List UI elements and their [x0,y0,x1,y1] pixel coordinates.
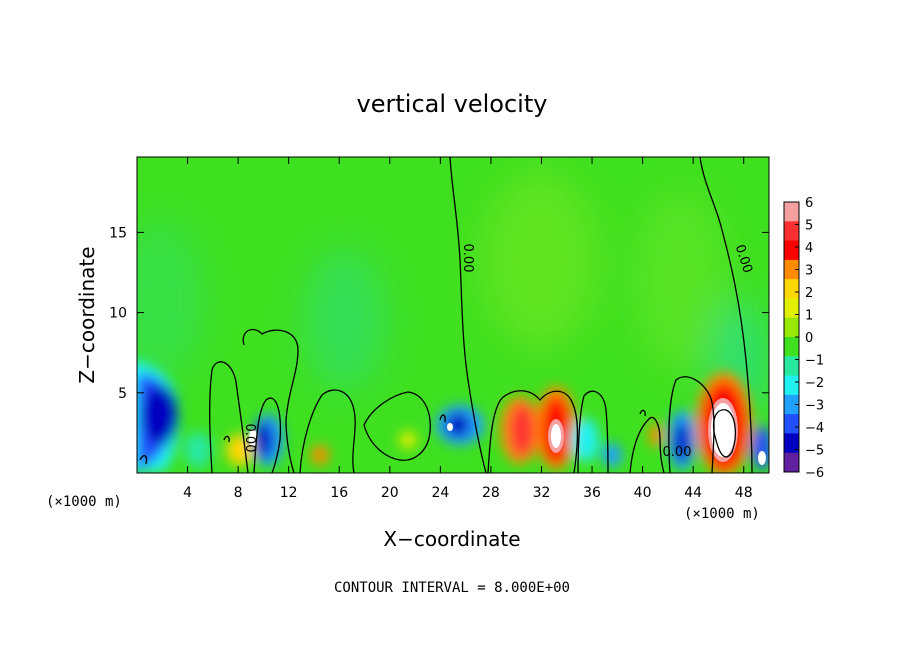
colorbar-label: 3 [805,264,813,279]
colorbar-label: −2 [805,376,824,391]
contour-labels: 0.00 0.00 0.00 0.00 [242,243,755,460]
x-tick-label: 32 [533,485,551,501]
colorbar-swatch [784,240,799,261]
colorbar-swatch [784,414,799,434]
colorbar-label: 4 [805,241,813,256]
colorbar-label: −4 [805,421,824,436]
x-tick-label: 4 [183,485,192,501]
plot-frame [136,156,770,474]
x-tick-label: 40 [634,485,652,501]
y-tick-label: 5 [118,386,127,402]
colorbar-label: 0 [805,331,813,346]
colorbar-swatch [784,221,799,242]
contour-label-zero-left: 0.00 [242,424,257,453]
y-axis: 5 10 15 [109,225,769,402]
x-tick-label: 44 [684,485,702,501]
x-unit-right: (×1000 m) [684,506,760,522]
x-tick-label: 20 [381,485,399,501]
x-tick-label: 8 [234,485,243,501]
x-tick-label: 48 [735,485,753,501]
x-tick-label: 36 [583,485,601,501]
colorbar-swatch [784,298,799,319]
x-axis-label: X−coordinate [383,527,520,551]
colorbar-swatch [784,279,799,299]
colorbar: 6 5 4 3 2 1 0 −1 −2 −3 −4 −5 −6 [783,196,824,481]
x-tick-label: 12 [280,485,298,501]
colorbar-swatch [784,317,799,338]
upper-field-shading [137,170,769,420]
contour-label-zero-center: 0.00 [460,244,475,273]
colorbar-label: 2 [805,286,813,301]
contour-label-zero-lower: 0.00 [663,445,692,460]
x-tick-label: 16 [330,485,348,501]
colorbar-swatch [784,452,799,473]
colorbar-label: −6 [805,466,824,481]
colorbar-label: −3 [805,399,824,414]
colorbar-swatch [784,202,799,222]
colorbar-label: 1 [805,309,813,324]
x-axis: 4 8 12 16 20 24 28 32 36 40 44 48 [183,157,753,501]
colorbar-swatch [784,259,799,280]
chart-title: vertical velocity [357,90,548,118]
colorbar-label: 6 [805,196,813,211]
x-unit-left: (×1000 m) [46,494,122,510]
y-axis-label: Z−coordinate [75,246,99,383]
heatmap-field: 0.00 0.00 0.00 0.00 [137,157,769,473]
zero-contours [139,157,753,473]
colorbar-swatch [784,433,799,454]
colorbar-swatch [784,375,799,396]
colorbar-swatch [784,337,799,357]
contour-interval-text: CONTOUR INTERVAL = 8.000E+00 [334,580,570,596]
colorbar-swatch [784,394,799,415]
colorbar-label: 5 [805,219,813,234]
colorbar-label: −1 [805,354,824,369]
colorbar-label: −5 [805,444,824,459]
x-tick-label: 24 [431,485,449,501]
y-tick-label: 15 [109,225,127,241]
y-tick-label: 10 [109,306,127,322]
x-tick-label: 28 [482,485,500,501]
colorbar-swatch [784,356,799,377]
